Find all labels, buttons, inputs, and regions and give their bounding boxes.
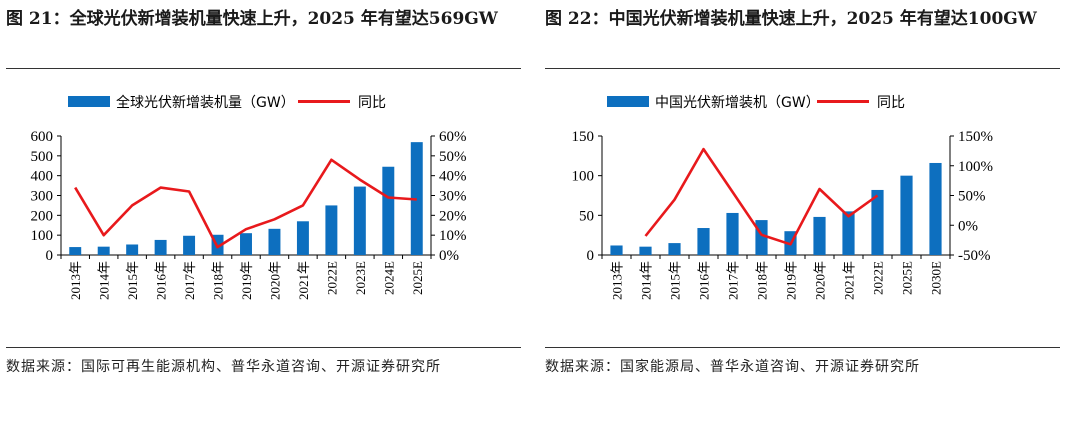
y-left-tick-label: 200 [31, 208, 54, 224]
x-category-label: 2019年 [784, 261, 799, 300]
y-left-tick-label: 150 [572, 129, 595, 145]
bar-2016年 [697, 228, 710, 255]
bar-2024E [382, 166, 395, 255]
bar-2030E [929, 162, 942, 255]
x-category-label: 2025E [410, 261, 425, 295]
bar-2013年 [69, 247, 82, 255]
bar-2020年 [268, 228, 281, 255]
bar-2022E [871, 189, 884, 255]
bar-2022E [325, 205, 338, 255]
y-left-tick-label: 100 [572, 169, 595, 185]
bottom-rule [6, 347, 521, 348]
legend-line-label: 同比 [358, 95, 386, 111]
x-category-label: 2014年 [97, 261, 112, 300]
x-category-label: 2022E [871, 261, 886, 295]
legend-bar-label: 中国光伏新增装机（GW） [655, 95, 820, 111]
x-category-label: 2020年 [813, 261, 828, 300]
y-left-tick-label: 400 [31, 169, 54, 185]
china-pv-chart: 中国光伏新增装机（GW） 同比 0 50 100 150 -50% 0% 50% 100% 150%… [572, 95, 994, 300]
y-left-tick-label: 300 [31, 189, 54, 205]
bar-2020年 [813, 216, 826, 255]
bar-2017年 [726, 212, 739, 255]
figure-title: 图 21：全球光伏新增装机量快速上升，2025 年有望达569GW [6, 9, 498, 29]
x-category-label: 2021年 [842, 261, 857, 300]
y-right-tick-label: 50% [439, 149, 467, 165]
figure-title: 图 22：中国光伏新增装机量快速上升，2025 年有望达100GW [545, 9, 1037, 29]
x-category-label: 2018年 [755, 261, 770, 300]
y-right-tick-label: 20% [439, 208, 467, 224]
x-category-label: 2020年 [267, 261, 282, 300]
legend-bar-label: 全球光伏新增装机量（GW） [116, 94, 295, 111]
y-left-tick-label: 0 [587, 248, 595, 264]
bottom-rule [545, 347, 1060, 348]
bar-2015年 [668, 243, 681, 255]
x-category-label: 2013年 [68, 261, 83, 300]
bar-2013年 [610, 245, 623, 255]
x-category-label: 2014年 [639, 261, 654, 300]
x-category-label: 2018年 [211, 261, 226, 300]
bar-2014年 [639, 246, 652, 255]
x-category-label: 2025E [900, 261, 915, 295]
y-left-tick-label: 500 [31, 149, 54, 165]
x-category-label: 2017年 [182, 261, 197, 300]
y-left-tick-label: 100 [31, 228, 54, 244]
x-category-label: 2017年 [726, 261, 741, 300]
y-left-tick-label: 0 [46, 248, 54, 264]
y-right-tick-label: 50% [958, 189, 986, 205]
y-right-tick-label: 30% [439, 189, 467, 205]
bar-2021年 [842, 211, 855, 255]
y-left-tick-label: 50 [579, 208, 594, 224]
source-note: 数据来源：国家能源局、普华永道咨询、开源证券研究所 [545, 359, 920, 375]
global-pv-chart: 全球光伏新增装机量（GW） 同比 0 100 200 300 400 500 600 0% 10% 2… [31, 94, 467, 300]
x-category-label: 2016年 [697, 261, 712, 300]
y-right-tick-label: 40% [439, 169, 467, 185]
y-right-tick-label: 0% [439, 248, 459, 264]
bar-2017年 [183, 235, 196, 255]
bar-2016年 [154, 239, 167, 255]
x-category-label: 2030E [929, 261, 944, 295]
x-category-label: 2019年 [239, 261, 254, 300]
x-category-label: 2015年 [668, 261, 683, 300]
bar-2025E [900, 175, 913, 255]
legend-bar-swatch [68, 96, 110, 107]
y-right-tick-label: 10% [439, 228, 467, 244]
yoy-line [644, 147, 879, 246]
y-right-tick-label: 60% [439, 129, 467, 145]
y-right-tick-label: -50% [958, 248, 991, 264]
figure-21-panel: 图 21：全球光伏新增装机量快速上升，2025 年有望达569GW 全球光伏新增… [6, 0, 526, 444]
bar-2021年 [296, 221, 309, 255]
bar-2014年 [97, 246, 110, 255]
top-rule [6, 68, 521, 69]
y-right-tick-label: 150% [958, 129, 993, 145]
y-left-tick-label: 600 [31, 129, 54, 145]
source-note: 数据来源：国际可再生能源机构、普华永道咨询、开源证券研究所 [6, 359, 441, 375]
x-category-label: 2013年 [610, 261, 625, 300]
x-category-label: 2016年 [154, 261, 169, 300]
bar-2023E [353, 186, 366, 255]
bar-2015年 [126, 244, 139, 255]
x-category-label: 2015年 [125, 261, 140, 300]
top-rule [545, 68, 1060, 69]
x-category-label: 2024E [381, 261, 396, 295]
x-category-label: 2021年 [296, 261, 311, 300]
bar-2019年 [240, 233, 252, 255]
legend-line-label: 同比 [877, 95, 905, 111]
figure-22-panel: 图 22：中国光伏新增装机量快速上升，2025 年有望达100GW 中国光伏新增… [545, 0, 1065, 444]
x-category-label: 2022E [324, 261, 339, 295]
legend-bar-swatch [607, 96, 649, 107]
yoy-line [74, 158, 417, 249]
y-right-tick-label: 100% [958, 159, 993, 175]
y-right-tick-label: 0% [958, 218, 978, 234]
x-category-label: 2023E [353, 261, 368, 295]
